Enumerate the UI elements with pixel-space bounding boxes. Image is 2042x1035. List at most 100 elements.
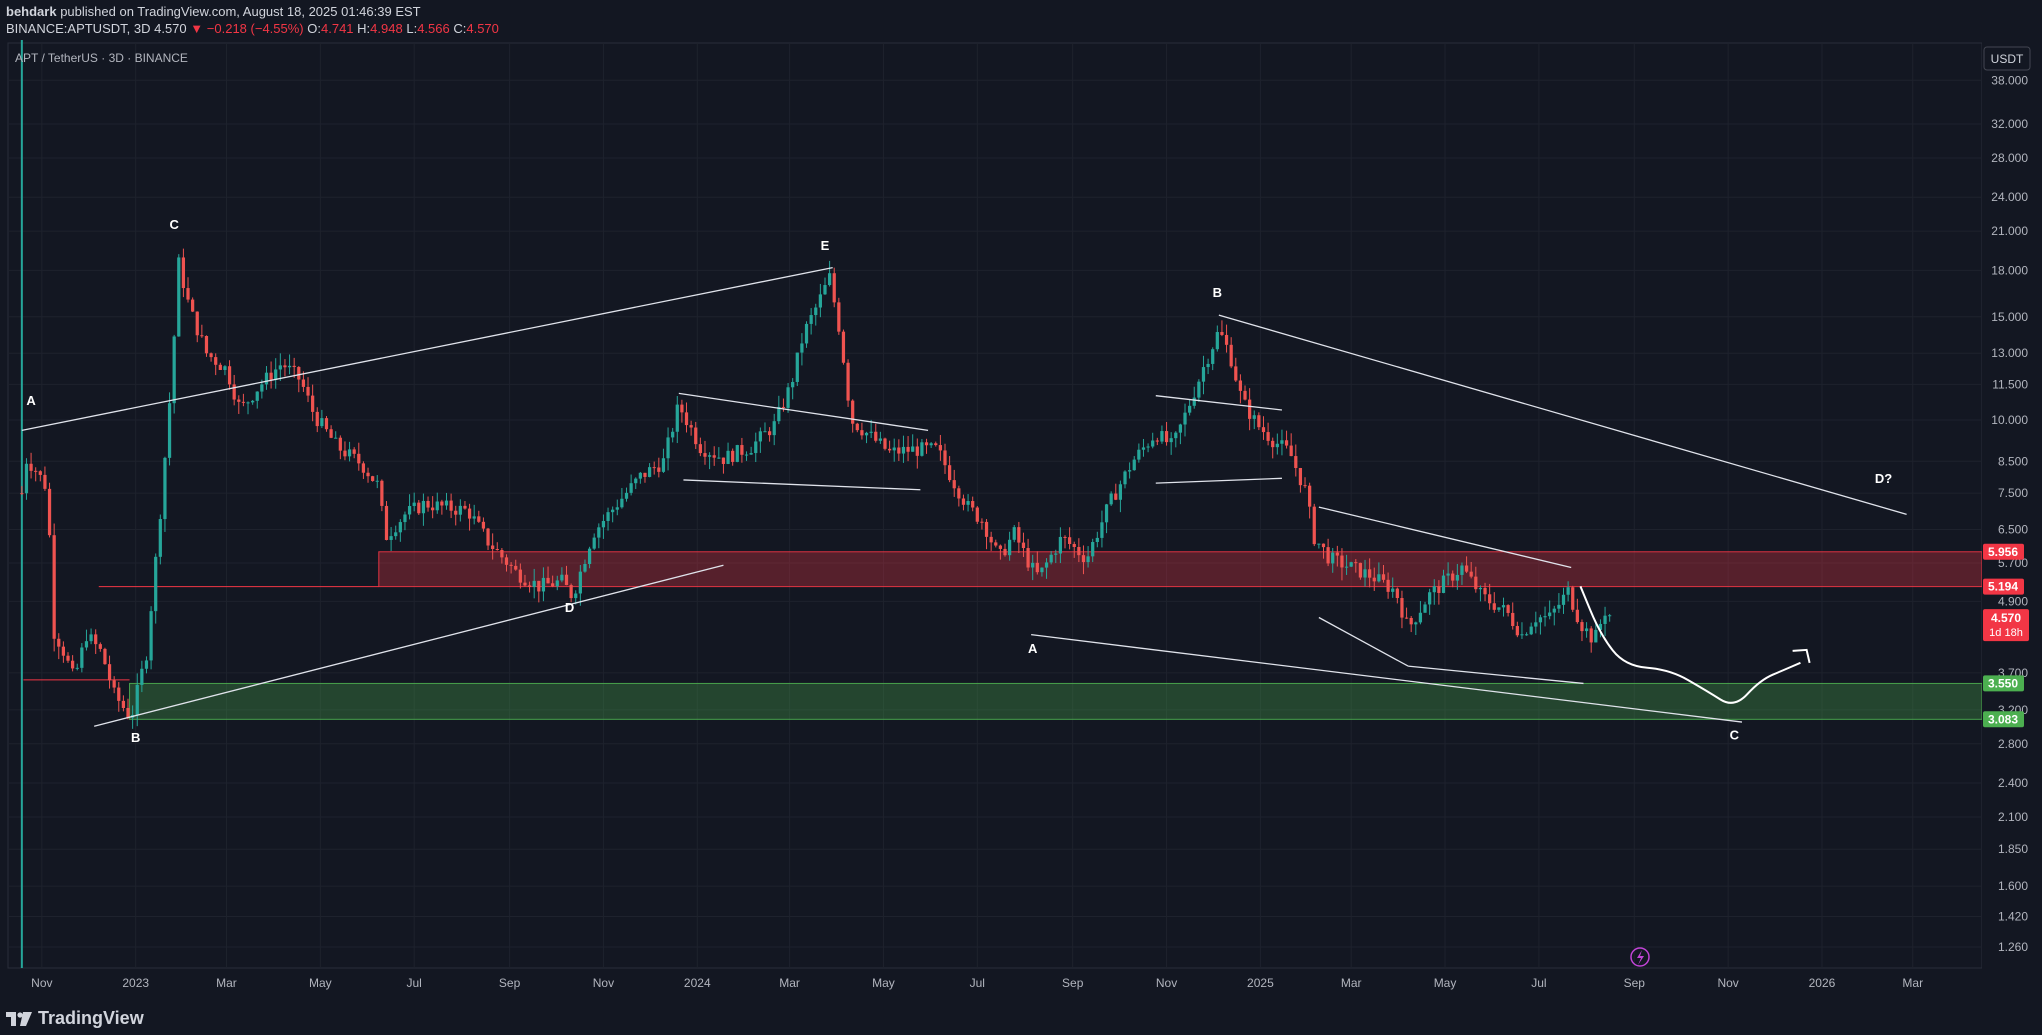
candle-body	[1608, 615, 1612, 617]
trendline	[1318, 506, 1572, 569]
candle-body	[454, 510, 458, 515]
candle-body	[1478, 587, 1483, 590]
candles	[20, 40, 1612, 968]
candle-body	[1049, 554, 1053, 563]
candle-body	[34, 470, 38, 472]
candle-body	[75, 667, 79, 669]
candle-body	[1557, 604, 1561, 609]
candle-body	[698, 444, 702, 454]
candle-body	[292, 365, 296, 368]
candle-body	[1488, 594, 1492, 604]
candle-body	[569, 585, 573, 599]
candle-body	[1169, 438, 1173, 443]
candle-body	[703, 453, 707, 457]
candle-body	[1155, 440, 1159, 442]
candle-body	[1529, 626, 1533, 635]
candle-body	[255, 391, 259, 401]
time-tick-label: Sep	[1062, 976, 1084, 990]
open-value: 4.741	[321, 21, 354, 36]
price-tick-label: 28.000	[1991, 151, 2028, 165]
candle-body	[1331, 552, 1335, 564]
candle-body	[694, 427, 698, 445]
author-name[interactable]: behdark	[6, 4, 57, 19]
candle-body	[758, 431, 762, 442]
candle-body	[80, 647, 84, 668]
candle-body	[1077, 547, 1081, 556]
candle-body	[731, 450, 735, 462]
candle-body	[1308, 485, 1312, 507]
candle-body	[1128, 470, 1132, 472]
candle-body	[172, 336, 176, 404]
candle-body	[1058, 536, 1063, 554]
time-tick-label: May	[1434, 976, 1457, 990]
chart-area[interactable]: A B C D E A B C D? 38.000 32.000 28.000 24.000 21.00…	[0, 40, 2042, 1000]
candle-body	[1409, 617, 1413, 625]
trendline	[1318, 616, 1409, 667]
candle-body	[1404, 617, 1409, 619]
countdown-label: 1d 18h	[1989, 627, 2023, 639]
candle-body	[574, 593, 578, 599]
candle-body	[1151, 440, 1155, 447]
candle-body	[1377, 574, 1381, 582]
candle-body	[1137, 449, 1141, 460]
candle-body	[1589, 628, 1593, 643]
candle-body	[777, 406, 781, 422]
time-tick-label: Mar	[216, 976, 237, 990]
candle-body	[1580, 622, 1584, 632]
candle-body	[767, 431, 772, 436]
close-value: 4.570	[466, 21, 499, 36]
candle-body	[1381, 574, 1386, 580]
candle-body	[389, 536, 393, 540]
candle-body	[827, 273, 832, 286]
candle-body	[934, 443, 938, 446]
price-tick-label: 38.000	[1991, 73, 2028, 87]
candle-body	[887, 448, 892, 451]
candle-body	[638, 472, 642, 479]
price-tick-label: 24.000	[1991, 190, 2028, 204]
candle-body	[1437, 586, 1441, 593]
wave-label: D	[565, 600, 574, 615]
candle-body	[449, 500, 453, 511]
candle-body	[1340, 555, 1344, 568]
candle-body	[620, 498, 624, 508]
candle-body	[1469, 571, 1473, 577]
candle-body	[1524, 634, 1529, 636]
candle-body	[1224, 334, 1229, 345]
candle-body	[924, 442, 929, 446]
candle-body	[237, 399, 241, 402]
time-tick-label: 2026	[1809, 976, 1836, 990]
lightning-icon[interactable]	[1630, 947, 1650, 967]
candle-body	[749, 453, 753, 455]
currency-button[interactable]: USDT	[1983, 46, 2031, 71]
candle-body	[961, 498, 966, 505]
price-tick-label: 11.500	[1992, 377, 2028, 391]
candle-body	[841, 331, 846, 363]
time-axis[interactable]: Nov 2023 Mar May Jul Sep Nov 2024 Mar May Jul Sep No…	[31, 976, 1923, 990]
candle-body	[149, 611, 153, 661]
candle-body	[1520, 634, 1524, 636]
candle-body	[57, 638, 61, 647]
candle-body	[472, 516, 476, 519]
candle-body	[38, 471, 42, 475]
candle-body	[1464, 565, 1469, 572]
tradingview-logo[interactable]: TradingView	[6, 1008, 144, 1029]
price-axis[interactable]: 38.000 32.000 28.000 24.000 21.000 18.000 15.0…	[1982, 40, 2042, 1000]
low-label: L:	[406, 21, 418, 36]
time-tick-label: 2024	[684, 976, 711, 990]
candle-body	[980, 521, 984, 523]
candle-body	[301, 379, 306, 387]
candle-body	[832, 273, 836, 303]
price-tick-label: 1.260	[1998, 940, 2028, 954]
candle-body	[1188, 405, 1192, 413]
candle-body	[440, 501, 444, 506]
candle-body	[394, 532, 398, 537]
price-tick-label: 1.850	[1998, 842, 2028, 856]
candle-body	[311, 395, 315, 412]
candle-body	[140, 668, 144, 685]
price-chart[interactable]: A B C D E A B C D? 38.000 32.000 28.000 24.000 21.00…	[0, 40, 2042, 1000]
candle-body	[1095, 537, 1099, 543]
candle-body	[555, 580, 559, 587]
candle-body	[629, 483, 633, 493]
candle-body	[652, 467, 656, 469]
candle-body	[707, 455, 712, 457]
